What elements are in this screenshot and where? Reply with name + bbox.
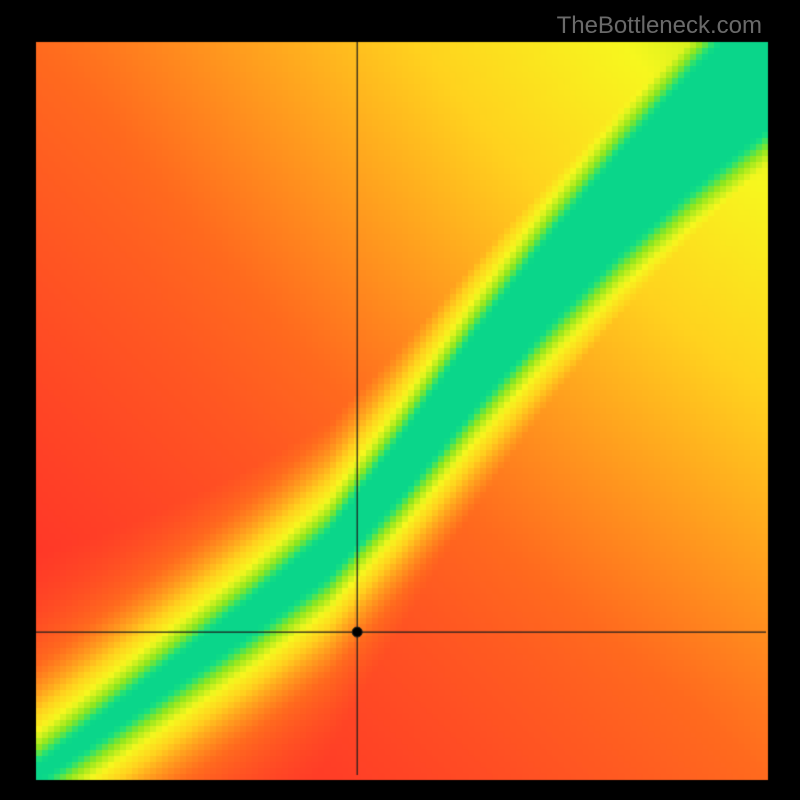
root: TheBottleneck.com xyxy=(0,0,800,800)
heatmap-canvas xyxy=(0,0,800,800)
watermark-text: TheBottleneck.com xyxy=(557,12,762,40)
